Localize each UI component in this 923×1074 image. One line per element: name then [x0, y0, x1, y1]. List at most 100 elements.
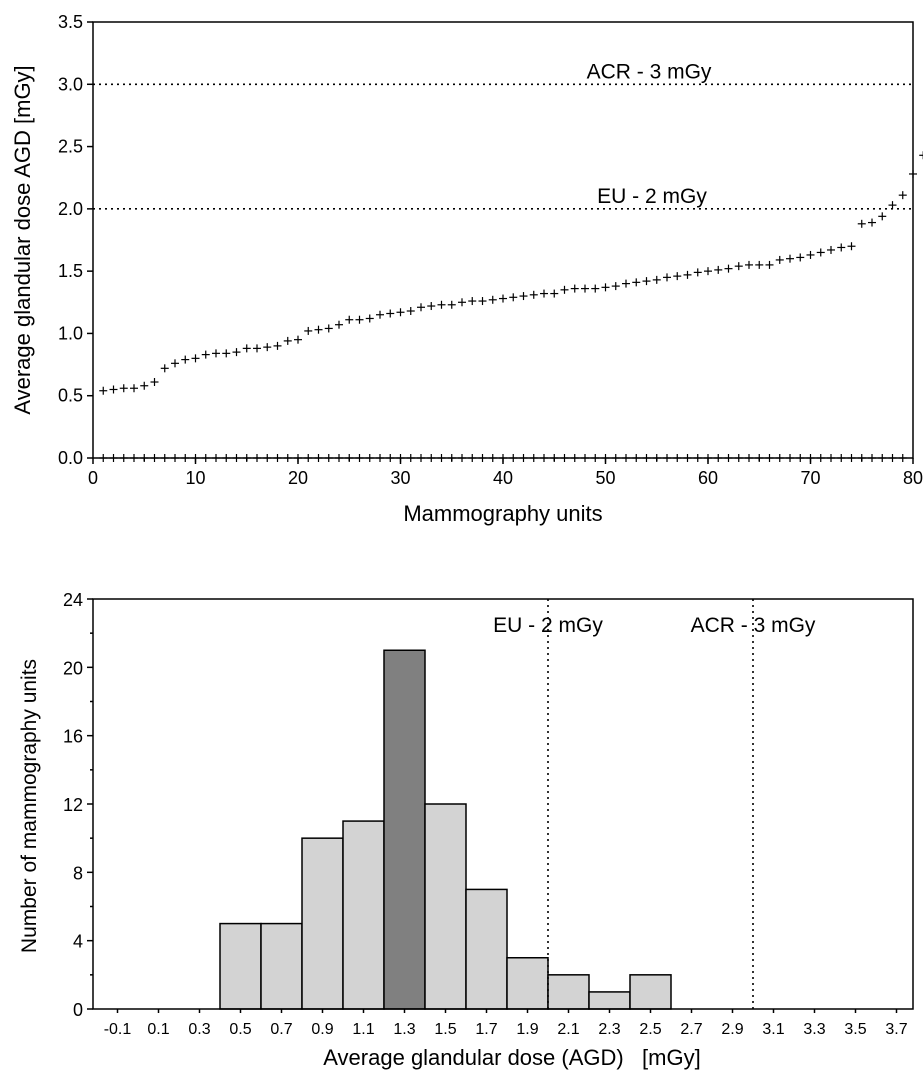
baseline-marker [765, 454, 774, 462]
baseline-marker [191, 454, 200, 462]
baseline-marker [396, 454, 405, 462]
reference-line-label: EU - 2 mGy [597, 185, 707, 208]
x-tick-group: 0 10 20 30 40 50 60 70 80 [88, 458, 923, 488]
data-point [550, 289, 559, 298]
x-tick-label: 30 [390, 468, 410, 488]
baseline-marker [355, 454, 364, 462]
y-tick-label: 1.0 [58, 323, 83, 343]
x-tick-label: 0.7 [270, 1021, 292, 1038]
histogram-bar [342, 820, 385, 1010]
data-point [673, 272, 682, 281]
baseline-marker [283, 454, 292, 462]
data-point [201, 350, 210, 359]
y-tick-label: 0.5 [58, 386, 83, 406]
baseline-marker [447, 454, 456, 462]
baseline-marker [775, 454, 784, 462]
baseline-marker [109, 454, 118, 462]
x-tick-label: 0 [88, 468, 98, 488]
x-axis-title: Average glandular dose (AGD) [mGy] [323, 1045, 700, 1070]
reference-lines: ACR - 3 mGy EU - 2 mGy [93, 60, 913, 210]
data-point [355, 315, 364, 324]
x-tick-label: 3.5 [844, 1021, 866, 1038]
x-tick-label: 40 [493, 468, 513, 488]
baseline-marker [365, 454, 374, 462]
baseline-marker [827, 454, 835, 462]
baseline-marker [99, 454, 108, 462]
data-point [847, 242, 856, 251]
data-point [622, 279, 630, 288]
baseline-marker [693, 454, 702, 462]
baseline-marker [150, 454, 159, 462]
baseline-marker [509, 454, 518, 462]
baseline-marker [427, 454, 436, 462]
x-tick-label: 1.3 [393, 1021, 415, 1038]
baseline-marker [724, 454, 733, 462]
data-point [734, 262, 743, 271]
data-point [919, 151, 923, 160]
baseline-marker [878, 454, 887, 462]
data-point [724, 264, 733, 273]
data-point [396, 308, 405, 317]
x-tick-label: 2.7 [680, 1021, 702, 1038]
baseline-marker [212, 454, 220, 462]
baseline-marker [622, 454, 630, 462]
baseline-marker [242, 454, 251, 462]
histogram-bar [588, 991, 631, 1010]
data-point [314, 325, 323, 334]
data-point [263, 343, 272, 352]
reference-line-label: ACR - 3 mGy [587, 60, 712, 83]
data-point [806, 250, 815, 259]
baseline-marker [273, 454, 282, 462]
x-tick-label: 10 [185, 468, 205, 488]
data-point [386, 309, 395, 318]
data-point [591, 284, 600, 293]
data-point [191, 354, 200, 363]
baseline-marker [232, 454, 241, 462]
baseline-marker [550, 454, 559, 462]
baseline-marker [529, 454, 538, 462]
x-tick-label: 3.3 [803, 1021, 825, 1038]
data-point [488, 295, 497, 304]
y-tick-label: 20 [63, 658, 83, 678]
baseline-marker [868, 454, 876, 462]
plot-frame [92, 21, 914, 459]
histogram-bar [383, 649, 426, 1010]
baseline-marker [314, 454, 323, 462]
data-point [652, 275, 661, 284]
data-point [253, 344, 261, 353]
x-tick-label: 70 [800, 468, 820, 488]
y-tick-group: 0 4 8 12 16 20 24 [63, 590, 93, 1020]
baseline-marker [386, 454, 395, 462]
x-tick-label: 20 [288, 468, 308, 488]
data-point [857, 219, 866, 228]
data-point [581, 284, 589, 293]
data-point [406, 307, 415, 316]
baseline-marker [253, 454, 261, 462]
data-point [499, 294, 507, 303]
y-tick-group: 0.0 0.5 1.0 1.5 2.0 2.5 3.0 3.5 [58, 12, 93, 468]
baseline-markers [99, 454, 907, 462]
baseline-marker [714, 454, 723, 462]
data-point [878, 212, 887, 221]
data-point [775, 255, 784, 264]
data-point [468, 297, 477, 306]
y-tick-label: 4 [73, 932, 83, 952]
y-tick-label: 0 [73, 1000, 83, 1020]
reference-line-label: ACR - 3 mGy [691, 614, 816, 637]
y-tick-label: 1.5 [58, 261, 83, 281]
baseline-marker [263, 454, 272, 462]
baseline-marker [304, 454, 313, 462]
baseline-marker [560, 454, 569, 462]
baseline-marker [570, 454, 579, 462]
baseline-marker [160, 454, 169, 462]
data-point [796, 253, 805, 262]
data-point [150, 378, 159, 387]
data-point [130, 384, 138, 393]
baseline-marker [806, 454, 815, 462]
baseline-marker [847, 454, 856, 462]
data-point [140, 381, 149, 390]
histogram-bars [219, 649, 672, 1010]
y-tick-label: 2.0 [58, 199, 83, 219]
x-tick-label: 0.9 [311, 1021, 333, 1038]
data-point [99, 386, 108, 395]
